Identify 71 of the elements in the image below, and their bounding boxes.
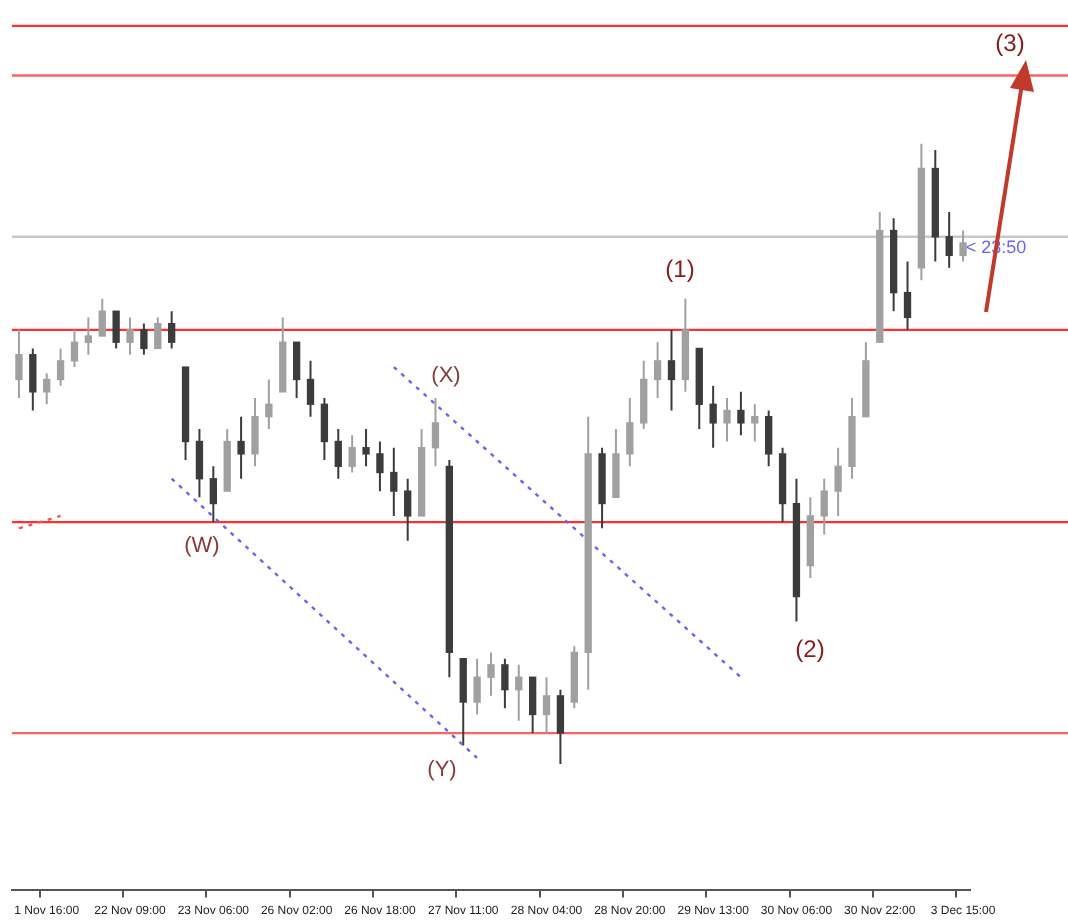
candlestick bbox=[959, 229, 967, 263]
candlestick bbox=[487, 651, 495, 697]
candlestick bbox=[404, 477, 412, 542]
candlestick bbox=[917, 142, 926, 282]
candlestick bbox=[681, 297, 690, 393]
candlestick bbox=[667, 328, 676, 412]
candlestick bbox=[473, 657, 481, 716]
candlestick bbox=[528, 676, 537, 735]
candlestick bbox=[876, 210, 884, 343]
candlestick bbox=[792, 477, 801, 623]
candlestick bbox=[417, 428, 426, 517]
annotation: (1) bbox=[665, 254, 695, 283]
candlestick bbox=[723, 397, 731, 443]
candlestick bbox=[70, 328, 79, 369]
candlestick bbox=[223, 428, 231, 492]
candlestick bbox=[501, 657, 509, 710]
candlestick bbox=[834, 446, 842, 517]
candlestick bbox=[931, 148, 939, 263]
candlestick bbox=[584, 415, 592, 691]
candlestick bbox=[209, 465, 217, 524]
candlestick bbox=[292, 341, 301, 400]
candlestick bbox=[778, 446, 787, 524]
annotation: (Y) bbox=[427, 758, 457, 783]
candlestick bbox=[334, 428, 342, 480]
candlestick bbox=[459, 657, 467, 747]
candlestick bbox=[84, 316, 93, 356]
candlestick bbox=[806, 496, 814, 579]
candlestick bbox=[695, 347, 703, 431]
candlestick bbox=[154, 316, 162, 350]
candlestick bbox=[56, 347, 65, 387]
candlestick bbox=[306, 359, 315, 418]
candlestick bbox=[653, 341, 662, 400]
candlestick bbox=[348, 434, 356, 474]
annotation: (2) bbox=[795, 634, 825, 663]
annotation: (W) bbox=[184, 534, 220, 559]
candlestick bbox=[515, 663, 523, 722]
candlestick bbox=[598, 446, 606, 530]
candlestick bbox=[126, 316, 134, 356]
candlestick bbox=[390, 446, 398, 517]
candlestick bbox=[43, 372, 51, 406]
annotation: (X) bbox=[431, 364, 461, 389]
candlestick bbox=[889, 217, 898, 313]
candlestick bbox=[320, 397, 329, 462]
candlestick bbox=[29, 347, 37, 412]
candlestick bbox=[737, 390, 745, 437]
candlestick bbox=[237, 415, 245, 480]
candlestick bbox=[279, 316, 287, 393]
candlestick bbox=[709, 384, 717, 449]
candlestick bbox=[362, 428, 370, 468]
candlestick bbox=[751, 403, 759, 443]
candlestick bbox=[195, 428, 204, 499]
candlestick bbox=[542, 676, 551, 735]
candlestick bbox=[862, 341, 870, 418]
candlestick bbox=[765, 409, 773, 468]
candlestick bbox=[265, 378, 273, 431]
text: (3) bbox=[995, 28, 1025, 57]
candlestick bbox=[820, 477, 828, 536]
candlestick bbox=[612, 428, 620, 498]
candlestick bbox=[431, 397, 440, 468]
candlestick bbox=[848, 397, 856, 480]
candlestick bbox=[903, 260, 912, 331]
candlestick bbox=[251, 397, 259, 468]
candlestick bbox=[556, 688, 565, 766]
candlestick bbox=[168, 310, 176, 350]
candlestick bbox=[376, 440, 384, 493]
candlestick bbox=[626, 397, 634, 468]
candlestick bbox=[945, 210, 953, 269]
candlestick bbox=[15, 328, 23, 400]
candlestick bbox=[98, 297, 106, 337]
candlestick bbox=[640, 359, 648, 431]
candlestick bbox=[445, 459, 454, 679]
